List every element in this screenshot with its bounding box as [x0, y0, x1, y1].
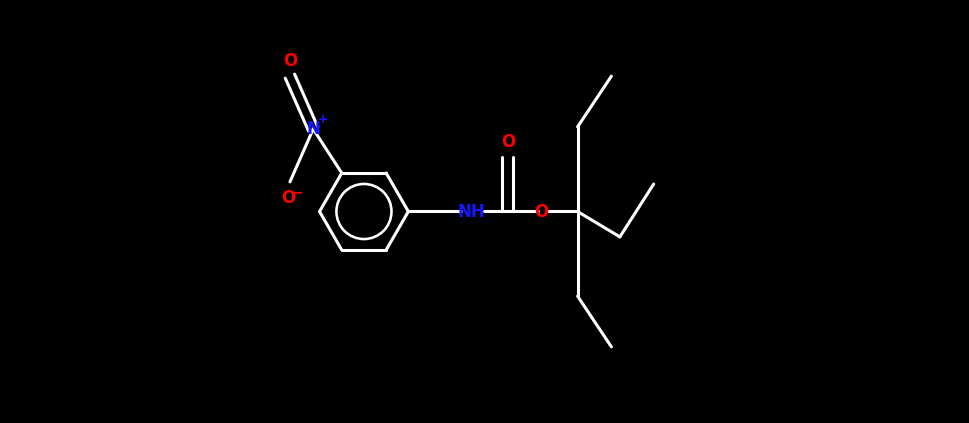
Text: −: −: [292, 185, 303, 200]
Text: O: O: [281, 189, 295, 207]
Text: O: O: [535, 203, 548, 220]
Text: +: +: [317, 113, 328, 126]
Text: O: O: [501, 133, 515, 151]
Text: NH: NH: [458, 203, 485, 220]
Text: N: N: [306, 120, 320, 138]
Text: O: O: [283, 52, 297, 70]
